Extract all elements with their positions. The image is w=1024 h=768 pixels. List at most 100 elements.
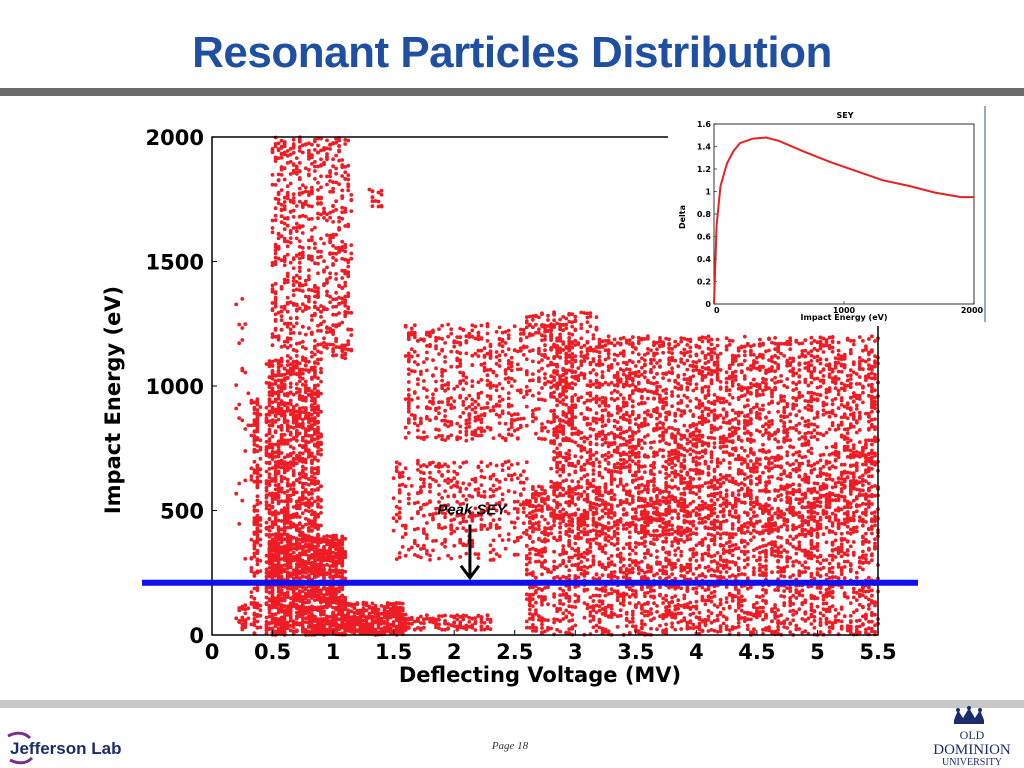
scatter-point — [464, 334, 469, 339]
scatter-point — [310, 629, 314, 633]
scatter-point — [331, 554, 335, 559]
scatter-point — [313, 575, 317, 579]
scatter-point — [431, 517, 435, 522]
scatter-point — [270, 406, 275, 410]
scatter-point — [325, 289, 329, 294]
scatter-point — [300, 539, 305, 544]
scatter-point — [303, 433, 308, 438]
scatter-point — [591, 599, 596, 603]
scatter-point — [331, 588, 335, 593]
scatter-point — [494, 412, 499, 417]
scatter-point — [470, 384, 475, 389]
scatter-point — [443, 355, 447, 359]
scatter-point — [300, 289, 305, 293]
scatter-point — [276, 417, 281, 422]
scatter-point — [428, 470, 432, 475]
scatter-point — [331, 342, 335, 347]
scatter-point — [337, 144, 341, 148]
scatter-point — [337, 586, 341, 590]
scatter-point — [528, 378, 532, 383]
scatter-point — [479, 483, 484, 487]
scatter-point — [655, 609, 659, 614]
scatter-point — [382, 607, 387, 612]
scatter-point — [509, 433, 514, 438]
scatter-point — [279, 285, 284, 289]
scatter-point — [273, 213, 278, 218]
scatter-point — [303, 332, 308, 337]
scatter-point — [310, 512, 314, 517]
scatter-point — [319, 309, 323, 314]
scatter-point — [316, 596, 320, 601]
scatter-point — [276, 440, 281, 445]
scatter-point — [300, 600, 305, 605]
scatter-point — [394, 460, 399, 465]
scatter-point — [334, 171, 338, 176]
scatter-point — [497, 382, 502, 386]
scatter-point — [364, 617, 369, 622]
scatter-point — [540, 422, 544, 426]
scatter-point — [334, 199, 338, 204]
scatter-point — [406, 418, 411, 423]
scatter-point — [446, 381, 450, 385]
scatter-point — [307, 141, 311, 146]
scatter-point — [379, 192, 384, 197]
scatter-point — [394, 614, 399, 619]
scatter-point — [467, 421, 472, 425]
scatter-point — [503, 341, 508, 345]
scatter-point — [316, 349, 320, 354]
scatter-point — [458, 555, 463, 559]
scatter-point — [249, 556, 254, 560]
scatter-point — [449, 331, 454, 336]
scatter-point — [252, 411, 257, 416]
scatter-point — [255, 485, 260, 490]
scatter-point — [464, 614, 469, 618]
scatter-point — [479, 420, 484, 425]
scatter-point — [294, 433, 299, 438]
scatter-point — [479, 615, 484, 619]
scatter-point — [437, 327, 441, 331]
scatter-point — [343, 242, 348, 247]
scatter-point — [313, 148, 317, 152]
scatter-point — [461, 526, 466, 531]
scatter-point — [252, 479, 257, 484]
scatter-point — [288, 612, 293, 617]
scatter-point — [579, 560, 584, 564]
scatter-point — [388, 609, 393, 614]
scatter-point — [437, 469, 441, 474]
scatter-point — [316, 216, 320, 221]
scatter-point — [282, 455, 287, 460]
scatter-point — [255, 515, 260, 520]
scatter-point — [282, 177, 287, 182]
scatter-point — [328, 596, 332, 601]
scatter-point — [440, 614, 444, 618]
scatter-point — [294, 170, 299, 175]
scatter-point — [455, 526, 460, 531]
scatter-point — [515, 367, 520, 372]
scatter-point — [252, 596, 257, 601]
scatter-point — [488, 461, 493, 466]
scatter-point — [409, 369, 414, 373]
scatter-point — [346, 163, 351, 168]
scatter-point — [252, 400, 257, 405]
scatter-point — [310, 403, 314, 407]
scatter-point — [303, 616, 308, 621]
scatter-point — [267, 472, 272, 477]
scatter-point — [316, 405, 320, 409]
scatter-point — [297, 251, 302, 256]
scatter-point — [325, 293, 329, 298]
scatter-point — [279, 427, 284, 432]
scatter-point — [313, 499, 317, 504]
scatter-point — [428, 461, 432, 465]
scatter-point — [300, 231, 305, 235]
scatter-point — [488, 394, 493, 399]
scatter-point — [397, 510, 402, 515]
scatter-point — [506, 489, 511, 493]
scatter-point — [276, 232, 281, 237]
scatter-point — [340, 539, 345, 544]
scatter-point — [267, 548, 272, 553]
scatter-point — [303, 357, 308, 361]
scatter-point — [307, 440, 311, 445]
scatter-point — [412, 553, 417, 557]
scatter-point — [506, 362, 511, 366]
scatter-point — [458, 358, 463, 363]
